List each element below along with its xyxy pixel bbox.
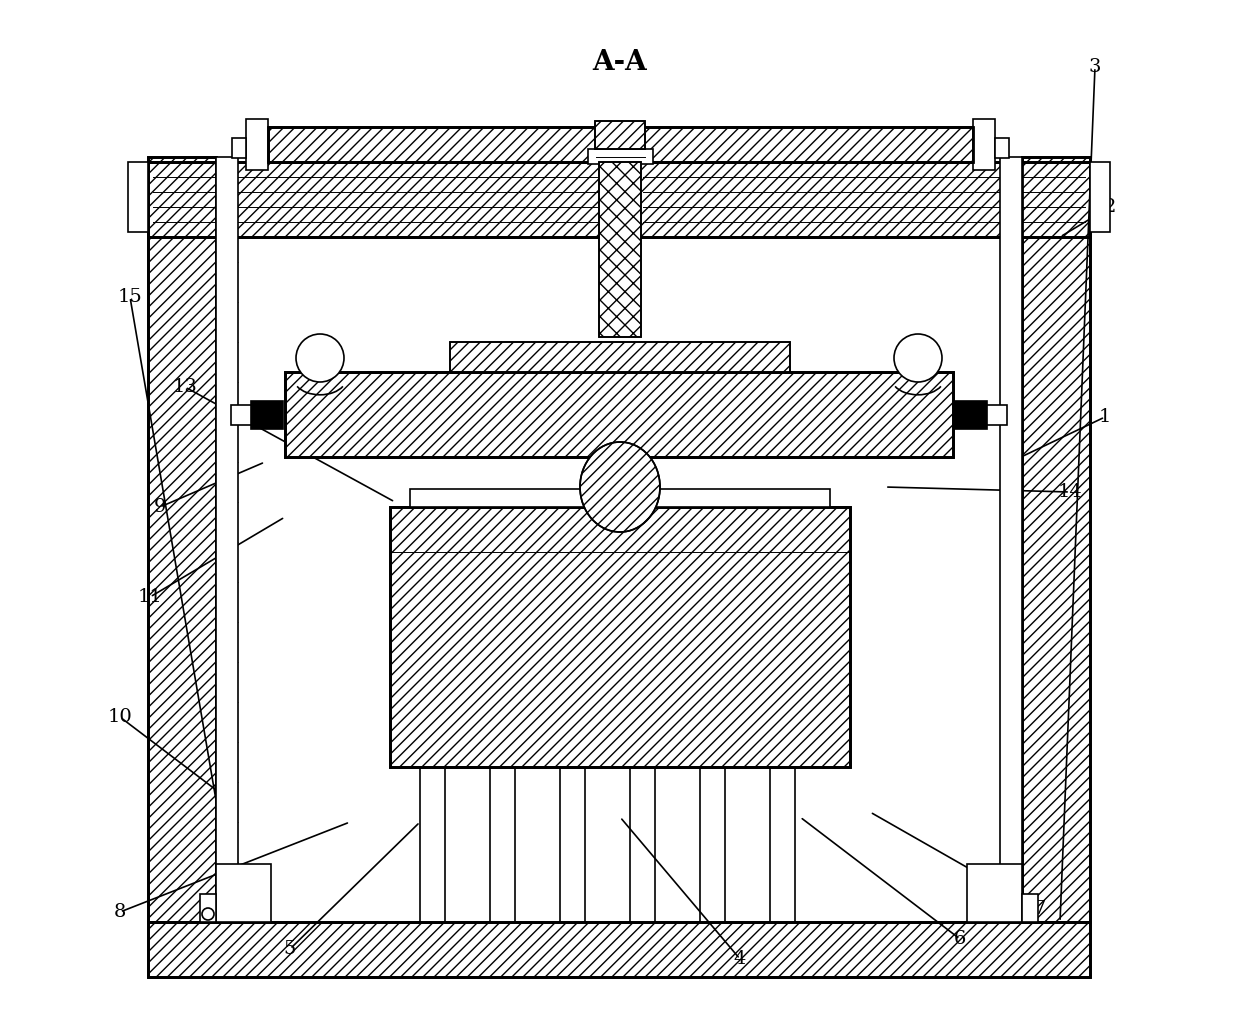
Bar bbox=[770, 767, 795, 922]
Bar bbox=[391, 507, 849, 767]
Bar bbox=[268, 127, 973, 162]
Bar bbox=[955, 401, 987, 429]
Text: 14: 14 bbox=[1058, 483, 1083, 501]
Bar bbox=[148, 922, 1090, 977]
Circle shape bbox=[894, 334, 942, 382]
Bar bbox=[999, 157, 1022, 922]
Text: 9: 9 bbox=[154, 498, 166, 516]
Bar bbox=[410, 489, 830, 507]
Bar bbox=[148, 162, 1090, 237]
Bar bbox=[973, 119, 994, 170]
Bar bbox=[148, 157, 216, 922]
Bar bbox=[1022, 893, 1038, 922]
Bar bbox=[148, 157, 216, 922]
Bar bbox=[595, 121, 645, 149]
Bar bbox=[599, 162, 641, 337]
Ellipse shape bbox=[580, 442, 660, 532]
Bar bbox=[285, 372, 954, 457]
Circle shape bbox=[202, 908, 215, 920]
Bar bbox=[231, 405, 250, 425]
Text: 10: 10 bbox=[108, 708, 133, 726]
Text: 15: 15 bbox=[118, 288, 143, 306]
Text: 2: 2 bbox=[1104, 198, 1116, 216]
Bar bbox=[128, 162, 148, 232]
Bar bbox=[216, 864, 272, 922]
Text: 11: 11 bbox=[138, 588, 162, 606]
Bar bbox=[285, 372, 954, 457]
Text: 3: 3 bbox=[1089, 58, 1101, 76]
Text: 13: 13 bbox=[172, 378, 197, 396]
Text: 4: 4 bbox=[734, 950, 746, 968]
Bar bbox=[148, 162, 1090, 237]
Bar bbox=[450, 342, 790, 372]
Bar bbox=[490, 767, 515, 922]
Bar bbox=[588, 149, 653, 164]
Bar bbox=[599, 162, 641, 337]
Bar bbox=[391, 507, 849, 767]
Bar bbox=[701, 767, 725, 922]
Bar bbox=[200, 893, 216, 922]
Text: 1: 1 bbox=[1099, 408, 1111, 426]
Text: 8: 8 bbox=[114, 903, 126, 921]
Bar bbox=[967, 864, 1022, 922]
Text: 5: 5 bbox=[284, 940, 296, 958]
Bar bbox=[1022, 157, 1090, 922]
Bar bbox=[987, 405, 1007, 425]
Bar bbox=[1090, 162, 1110, 232]
Bar bbox=[1022, 157, 1090, 922]
Bar bbox=[216, 157, 238, 922]
Circle shape bbox=[296, 334, 343, 382]
Bar bbox=[246, 119, 268, 170]
Text: 6: 6 bbox=[954, 930, 966, 948]
Text: A-A: A-A bbox=[593, 48, 647, 76]
Bar bbox=[595, 121, 645, 149]
Text: 7: 7 bbox=[1034, 900, 1047, 918]
Bar bbox=[250, 401, 283, 429]
Bar bbox=[450, 342, 790, 372]
Bar bbox=[994, 138, 1009, 158]
Bar bbox=[630, 767, 655, 922]
Bar bbox=[560, 767, 585, 922]
Bar bbox=[232, 138, 246, 158]
Bar bbox=[148, 922, 1090, 977]
Bar bbox=[420, 767, 445, 922]
Bar bbox=[268, 127, 973, 162]
